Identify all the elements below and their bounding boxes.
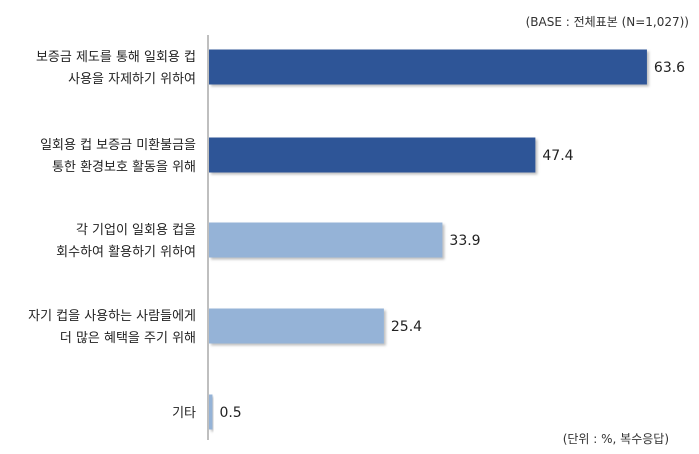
category-label-line: 통한 환경보호 활동을 위해	[52, 160, 196, 175]
value-label-5: 0.5	[219, 405, 241, 421]
bar-3	[209, 222, 443, 258]
unit-note: (단위 : %, 복수응답)	[562, 432, 669, 446]
category-label-line: 각 기업이 일회용 컵을	[76, 223, 196, 238]
bar-4	[209, 308, 384, 344]
category-label-line: 일회용 컵 보증금 미환불금을	[40, 138, 196, 153]
category-label-5: 기타	[172, 406, 196, 421]
category-label-line: 더 많은 혜택을 주기 위해	[60, 331, 196, 346]
value-label-1: 63.6	[654, 60, 685, 76]
category-label-line: 보증금 제도를 통해 일회용 컵	[36, 50, 196, 65]
category-label-line: 사용을 자제하기 위하여	[68, 72, 196, 87]
category-label-line: 회수하여 활용하기 위하여	[56, 245, 196, 260]
base-note: (BASE : 전체표본 (N=1,027))	[525, 15, 689, 29]
value-label-4: 25.4	[391, 319, 422, 335]
value-label-2: 47.4	[542, 148, 573, 164]
bar-1	[209, 49, 647, 85]
bar-2	[209, 137, 536, 173]
bar-5	[209, 394, 213, 430]
category-label-line: 자기 컵을 사용하는 사람들에게	[28, 309, 196, 324]
value-label-3: 33.9	[449, 233, 480, 249]
category-label-line: 기타	[172, 406, 196, 421]
